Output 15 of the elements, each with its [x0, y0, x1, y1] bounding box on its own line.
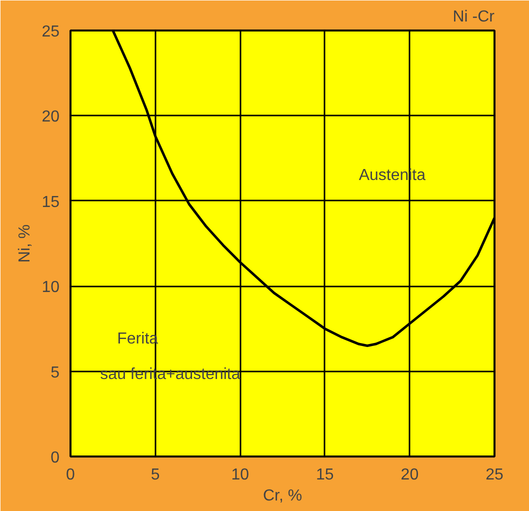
y-tick-label: 10: [42, 279, 60, 296]
x-axis-title: Cr, %: [262, 488, 302, 504]
y-axis-title: Ni, %: [16, 224, 34, 263]
x-tick-label: 5: [150, 466, 160, 484]
y-tick-label: 15: [42, 194, 60, 211]
chart-title: Ni -Cr: [452, 8, 496, 26]
x-tick-label: 20: [400, 466, 419, 484]
y-tick-label: 20: [42, 108, 60, 126]
x-tick-label: 15: [316, 466, 334, 484]
x-tick-label: 25: [486, 466, 504, 484]
y-tick-label: 5: [50, 364, 60, 382]
x-tick-label: 0: [66, 466, 76, 484]
y-tick-label: 0: [50, 450, 60, 466]
x-tick-label: 10: [231, 466, 250, 484]
y-tick-label: 25: [42, 24, 60, 40]
